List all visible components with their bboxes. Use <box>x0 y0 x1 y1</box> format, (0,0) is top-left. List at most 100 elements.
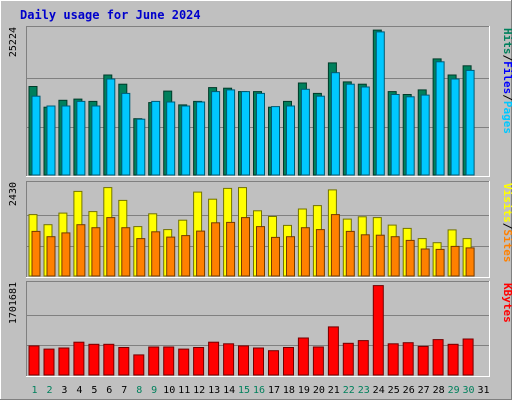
bar-sites-29 <box>450 245 460 277</box>
series-legend-bottom: KBytes <box>501 283 512 323</box>
bar-kbytes-6 <box>103 343 115 376</box>
day-label-13: 13 <box>208 385 220 396</box>
legend-item-top-4: Pages <box>501 101 512 134</box>
day-label-3: 3 <box>61 385 67 396</box>
bar-pages-28 <box>435 61 445 176</box>
day-label-1: 1 <box>31 385 37 396</box>
bar-pages-18 <box>286 105 295 176</box>
bar-pages-24 <box>375 31 385 176</box>
day-label-27: 27 <box>418 385 430 396</box>
bar-sites-18 <box>286 236 295 277</box>
day-label-22: 22 <box>343 385 355 396</box>
bar-sites-17 <box>271 236 280 277</box>
bar-kbytes-8 <box>133 354 145 376</box>
bar-sites-2 <box>46 236 56 277</box>
bar-pages-6 <box>106 78 116 176</box>
bar-kbytes-14 <box>223 343 235 376</box>
legend-item-top-3: / <box>501 94 512 101</box>
bar-pages-23 <box>360 86 370 176</box>
legend-item-bottom-0: KBytes <box>501 283 512 323</box>
day-label-25: 25 <box>388 385 400 396</box>
bar-kbytes-17 <box>268 350 279 376</box>
bar-sites-1 <box>31 230 41 277</box>
bar-sites-11 <box>181 235 191 277</box>
bar-pages-30 <box>465 69 475 176</box>
day-label-10: 10 <box>163 385 175 396</box>
bar-sites-12 <box>196 230 206 277</box>
day-label-26: 26 <box>403 385 415 396</box>
bar-sites-4 <box>76 224 86 277</box>
bar-pages-7 <box>121 92 131 176</box>
day-label-11: 11 <box>178 385 190 396</box>
day-label-12: 12 <box>193 385 205 396</box>
bar-kbytes-16 <box>253 347 264 376</box>
bar-pages-3 <box>61 105 71 176</box>
bar-kbytes-12 <box>193 347 205 376</box>
bar-sites-21 <box>330 214 340 277</box>
y-max-label-middle: 2430 <box>8 182 19 206</box>
bar-pages-15 <box>241 91 250 176</box>
bar-pages-27 <box>420 94 430 176</box>
x-axis-day-labels: 1 2 3 4 5 6 7 8 9 10 11 12 13 14 15 16 17 18 19 20 21 22 23 24 2… <box>31 385 489 396</box>
bar-pages-10 <box>166 101 176 176</box>
bar-pages-4 <box>76 100 86 176</box>
y-max-label-bottom: 1701681 <box>8 282 19 324</box>
bar-kbytes-10 <box>163 346 175 376</box>
bar-sites-20 <box>315 229 325 277</box>
day-label-28: 28 <box>433 385 445 396</box>
chart-title: Daily usage for June 2024 <box>20 8 201 22</box>
bar-kbytes-18 <box>283 347 294 376</box>
day-label-2: 2 <box>46 385 52 396</box>
day-label-15: 15 <box>238 385 250 396</box>
bar-pages-11 <box>181 105 191 176</box>
day-label-7: 7 <box>121 385 127 396</box>
day-label-17: 17 <box>268 385 280 396</box>
series-legend-middle: Visits/Sites <box>501 183 512 263</box>
day-label-8: 8 <box>136 385 142 396</box>
bar-kbytes-7 <box>118 347 130 376</box>
legend-item-top-0: Hits <box>501 28 512 55</box>
bar-sites-10 <box>166 236 176 277</box>
bar-pages-2 <box>46 105 56 176</box>
day-label-6: 6 <box>106 385 112 396</box>
bar-sites-25 <box>390 236 400 277</box>
bar-kbytes-5 <box>88 343 100 376</box>
day-label-18: 18 <box>283 385 295 396</box>
bar-kbytes-4 <box>73 341 85 376</box>
bar-kbytes-30 <box>462 338 474 376</box>
bar-pages-13 <box>211 91 221 176</box>
bar-sites-28 <box>435 248 445 277</box>
bar-sites-24 <box>375 234 385 277</box>
day-label-9: 9 <box>151 385 157 396</box>
bar-kbytes-27 <box>417 345 429 376</box>
chart-panels: 25224Hits/Files/Pages2430Visits/Sites170… <box>8 26 512 377</box>
bar-pages-20 <box>315 95 325 176</box>
bar-pages-14 <box>226 89 236 176</box>
day-label-29: 29 <box>448 385 460 396</box>
series-legend-top: Hits/Files/Pages <box>501 28 512 134</box>
bar-pages-29 <box>450 78 460 176</box>
day-label-30: 30 <box>462 385 474 396</box>
legend-item-top-2: Files <box>501 61 512 94</box>
bar-kbytes-9 <box>148 346 160 376</box>
legend-item-middle-0: Visits <box>501 183 512 223</box>
day-label-23: 23 <box>358 385 370 396</box>
bar-kbytes-23 <box>357 340 369 376</box>
bar-kbytes-29 <box>447 343 459 376</box>
y-max-label-top: 25224 <box>8 27 19 57</box>
bar-kbytes-22 <box>342 342 354 376</box>
bar-pages-17 <box>271 106 280 176</box>
bar-pages-21 <box>330 72 340 176</box>
day-label-5: 5 <box>91 385 97 396</box>
bar-kbytes-11 <box>178 348 190 376</box>
bar-pages-19 <box>300 88 310 176</box>
bar-sites-23 <box>360 234 370 277</box>
day-label-31: 31 <box>477 385 489 396</box>
bar-sites-8 <box>136 238 146 277</box>
day-label-4: 4 <box>76 385 82 396</box>
bar-pages-5 <box>91 105 101 176</box>
bar-kbytes-20 <box>312 346 324 376</box>
bar-pages-22 <box>345 83 355 176</box>
day-label-14: 14 <box>223 385 235 396</box>
